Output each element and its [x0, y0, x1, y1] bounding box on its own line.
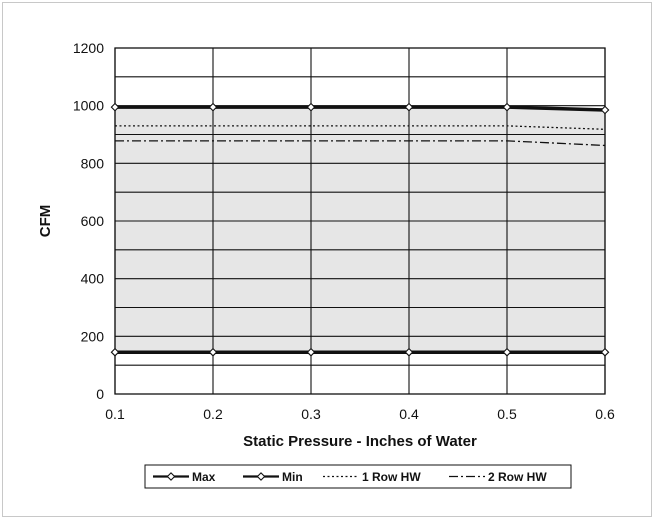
- data-point-min: [110, 347, 120, 357]
- x-tick-label: 0.2: [203, 406, 223, 422]
- legend-label-min: Min: [282, 470, 303, 484]
- legend-marker-min: [256, 472, 266, 481]
- data-point-min: [404, 347, 414, 357]
- y-tick-label: 1000: [73, 98, 104, 114]
- legend-box: [144, 464, 572, 489]
- y-tick-label: 600: [81, 213, 105, 229]
- legend-label-max: Max: [192, 470, 216, 484]
- x-tick-label: 0.1: [105, 406, 125, 422]
- data-point-min: [208, 347, 218, 357]
- legend-label-1-row-hw: 1 Row HW: [362, 470, 421, 484]
- data-point-max: [306, 102, 316, 112]
- data-point-min: [600, 347, 610, 357]
- y-tick-label: 0: [96, 386, 104, 402]
- data-point-min: [306, 347, 316, 357]
- data-point-max: [600, 105, 610, 115]
- legend-marker-max: [166, 472, 176, 481]
- x-tick-label: 0.6: [595, 406, 615, 422]
- data-point-max: [208, 102, 218, 112]
- shaded-operating-region: [115, 107, 605, 353]
- series-line-max: [115, 105, 606, 112]
- y-tick-label: 800: [81, 155, 105, 171]
- x-tick-label: 0.3: [301, 406, 321, 422]
- data-point-max: [404, 102, 414, 112]
- y-tick-label: 200: [81, 328, 105, 344]
- y-tick-label: 400: [81, 271, 105, 287]
- legend: Max Min 1 Row HW 2 Row HW: [144, 464, 572, 489]
- x-tick-label: 0.4: [399, 406, 419, 422]
- x-axis-title: Static Pressure - Inches of Water: [243, 433, 477, 450]
- series-line-2-row-hw: [115, 140, 606, 147]
- series-line-1-row-hw: [115, 125, 606, 130]
- legend-label-2-row-hw: 2 Row HW: [488, 470, 547, 484]
- y-axis-title: CFM: [37, 205, 54, 238]
- data-point-max: [110, 102, 120, 112]
- data-point-min: [502, 347, 512, 357]
- plot-border: [114, 47, 606, 395]
- y-tick-label: 1200: [73, 40, 104, 56]
- x-tick-label: 0.5: [497, 406, 517, 422]
- data-point-max: [502, 102, 512, 112]
